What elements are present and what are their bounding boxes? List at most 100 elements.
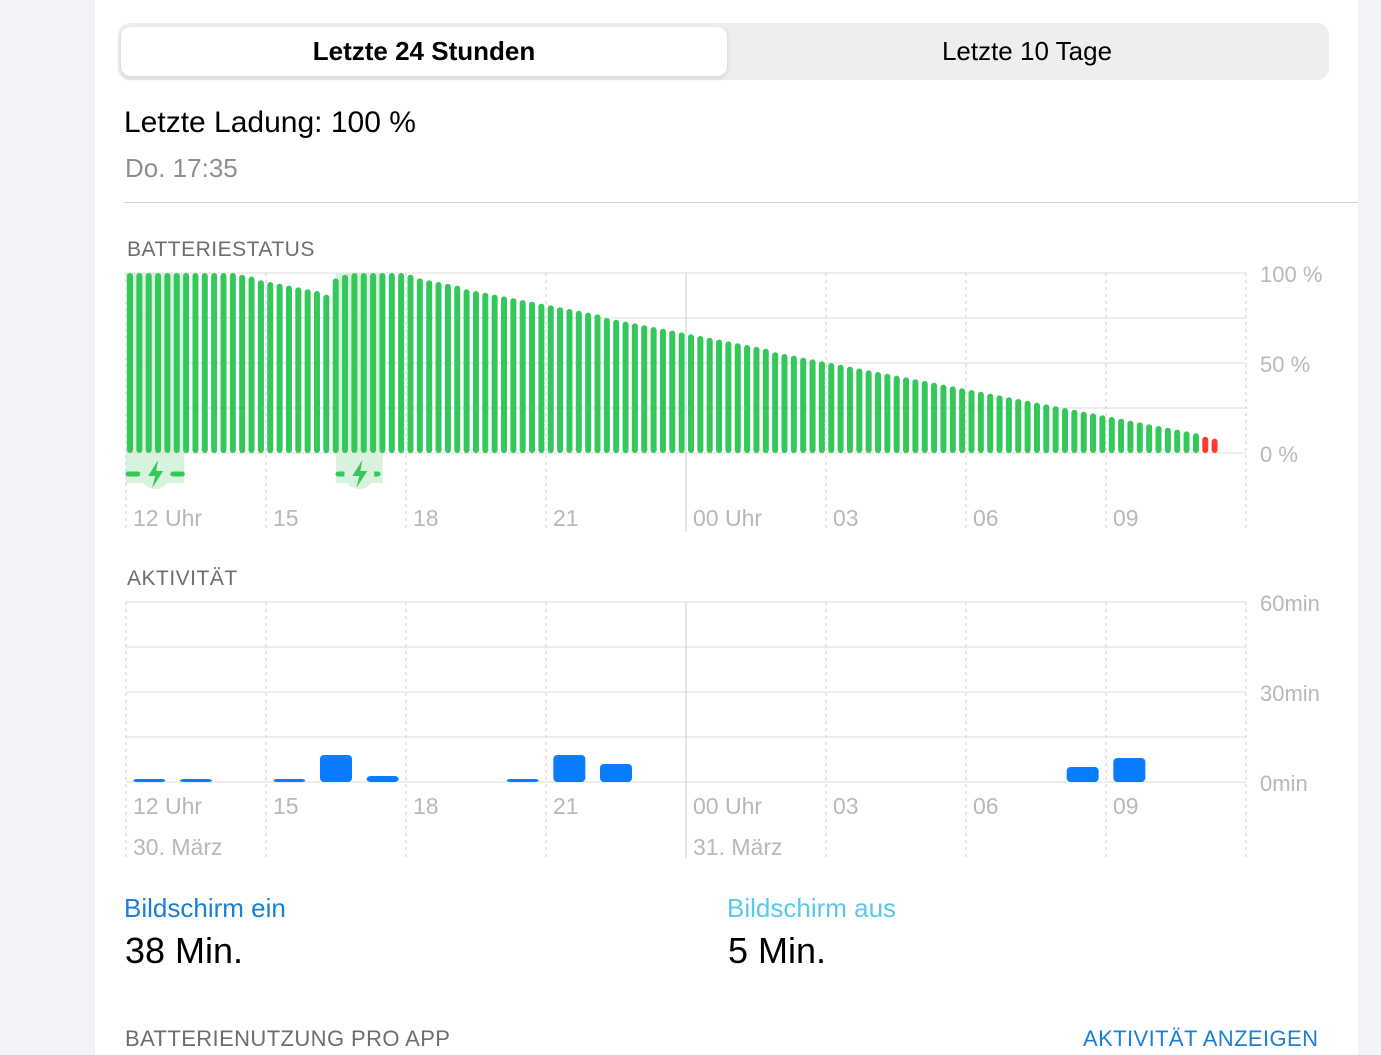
battery-bar xyxy=(229,273,236,453)
x-tick-label: 12 Uhr xyxy=(133,793,202,819)
battery-bar xyxy=(772,352,779,453)
battery-bar xyxy=(435,282,442,453)
battery-bar xyxy=(921,381,928,453)
battery-bar xyxy=(931,382,938,453)
battery-bar xyxy=(613,319,620,453)
battery-bar xyxy=(987,393,994,453)
battery-bar xyxy=(659,328,666,453)
battery-bar xyxy=(678,332,685,453)
activity-bar xyxy=(180,779,212,782)
battery-bar xyxy=(155,273,162,453)
battery-status-title: BATTERIESTATUS xyxy=(127,238,315,261)
battery-level-chart: 100 % 50 % 0 % 12 Uhr 15 18 21 00 Uhr 03 06 09 xyxy=(125,262,1322,532)
battery-bar xyxy=(426,280,433,453)
x-tick-label: 18 xyxy=(413,793,439,819)
battery-bar xyxy=(753,346,760,453)
battery-bar xyxy=(407,274,414,453)
activity-chart: 60min 30min 0min 12 Uhr 15 18 21 00 Uhr 03 06 09 30… xyxy=(125,591,1320,860)
battery-bar xyxy=(884,373,891,453)
battery-bar xyxy=(342,274,349,453)
battery-bar xyxy=(136,273,143,453)
last-charge-label: Letzte Ladung: 100 % xyxy=(124,106,416,139)
battery-bar xyxy=(865,370,872,453)
battery-bar xyxy=(1183,431,1190,453)
battery-bar xyxy=(248,276,255,453)
y-tick-label: 0min xyxy=(1260,771,1308,796)
battery-bar xyxy=(1043,404,1050,453)
x-tick-label: 09 xyxy=(1113,793,1139,819)
battery-bar xyxy=(519,300,526,453)
x-tick-label: 09 xyxy=(1113,505,1139,531)
battery-bar xyxy=(1080,411,1087,453)
battery-bar xyxy=(239,274,246,453)
activity-bar xyxy=(506,779,539,782)
battery-bar xyxy=(641,325,648,453)
charging-bolt-icon xyxy=(352,460,368,488)
battery-usage-by-app-title: BATTERIENUTZUNG PRO APP xyxy=(125,1026,451,1051)
tab-last-10-days[interactable]: Letzte 10 Tage xyxy=(941,36,1113,66)
battery-bar xyxy=(416,278,423,453)
activity-bar xyxy=(273,779,306,782)
battery-bar xyxy=(557,307,564,453)
activity-bar xyxy=(553,755,586,782)
battery-bar xyxy=(145,273,152,453)
x-tick-label: 00 Uhr xyxy=(693,505,762,531)
x-tick-label: 03 xyxy=(833,505,859,531)
tab-last-24-hours[interactable]: Letzte 24 Stunden xyxy=(121,27,727,76)
battery-bar xyxy=(725,341,732,453)
battery-bar xyxy=(454,285,461,453)
x-tick-label: 03 xyxy=(833,793,859,819)
battery-bar xyxy=(211,273,218,453)
battery-bar xyxy=(201,273,208,453)
battery-bar xyxy=(856,368,863,453)
battery-bar xyxy=(734,343,741,453)
battery-bar xyxy=(1202,436,1209,453)
battery-bar xyxy=(1099,415,1106,453)
date-label: 31. März xyxy=(693,834,782,860)
activity-bar xyxy=(1066,767,1099,782)
battery-bar xyxy=(697,336,704,453)
battery-bar xyxy=(444,283,451,453)
screen-off-value: 5 Min. xyxy=(728,930,827,971)
battery-bar xyxy=(360,273,367,453)
battery-bar xyxy=(295,287,302,453)
battery-bar xyxy=(491,294,498,453)
battery-bar xyxy=(192,273,199,453)
battery-bar xyxy=(1033,402,1040,453)
battery-bar xyxy=(472,291,479,453)
battery-bar xyxy=(220,273,227,453)
battery-bar xyxy=(940,384,947,453)
activity-bar xyxy=(366,776,399,782)
x-tick-label: 00 Uhr xyxy=(693,793,762,819)
battery-bar xyxy=(1174,429,1181,453)
battery-bar xyxy=(482,292,489,453)
battery-bar xyxy=(1005,397,1012,453)
battery-bar xyxy=(1090,413,1097,453)
show-activity-link[interactable]: AKTIVITÄT ANZEIGEN xyxy=(1083,1026,1319,1051)
battery-bar xyxy=(379,273,386,453)
battery-bar xyxy=(575,310,582,453)
battery-bar xyxy=(1118,418,1125,453)
activity-bar xyxy=(600,764,632,782)
battery-bar xyxy=(977,391,984,453)
x-tick-label: 12 Uhr xyxy=(133,505,202,531)
battery-bar xyxy=(622,321,629,453)
x-tick-label: 15 xyxy=(273,505,299,531)
battery-bar xyxy=(650,327,657,453)
battery-bar xyxy=(800,357,807,453)
battery-bar xyxy=(173,273,180,453)
battery-bar xyxy=(127,273,133,453)
battery-bar xyxy=(183,273,190,453)
battery-bar xyxy=(1024,400,1031,453)
y-tick-label: 0 % xyxy=(1260,442,1298,467)
battery-bar xyxy=(398,273,405,453)
battery-bar xyxy=(959,388,966,453)
battery-bar xyxy=(1127,420,1134,453)
battery-card: Letzte 24 Stunden Letzte 10 Tage xyxy=(95,0,1358,1055)
battery-bar xyxy=(912,379,919,453)
battery-bar xyxy=(351,273,358,453)
battery-bar xyxy=(744,345,751,453)
battery-bar xyxy=(818,361,825,453)
battery-bar xyxy=(1071,409,1078,453)
activity-title: AKTIVITÄT xyxy=(127,567,238,590)
